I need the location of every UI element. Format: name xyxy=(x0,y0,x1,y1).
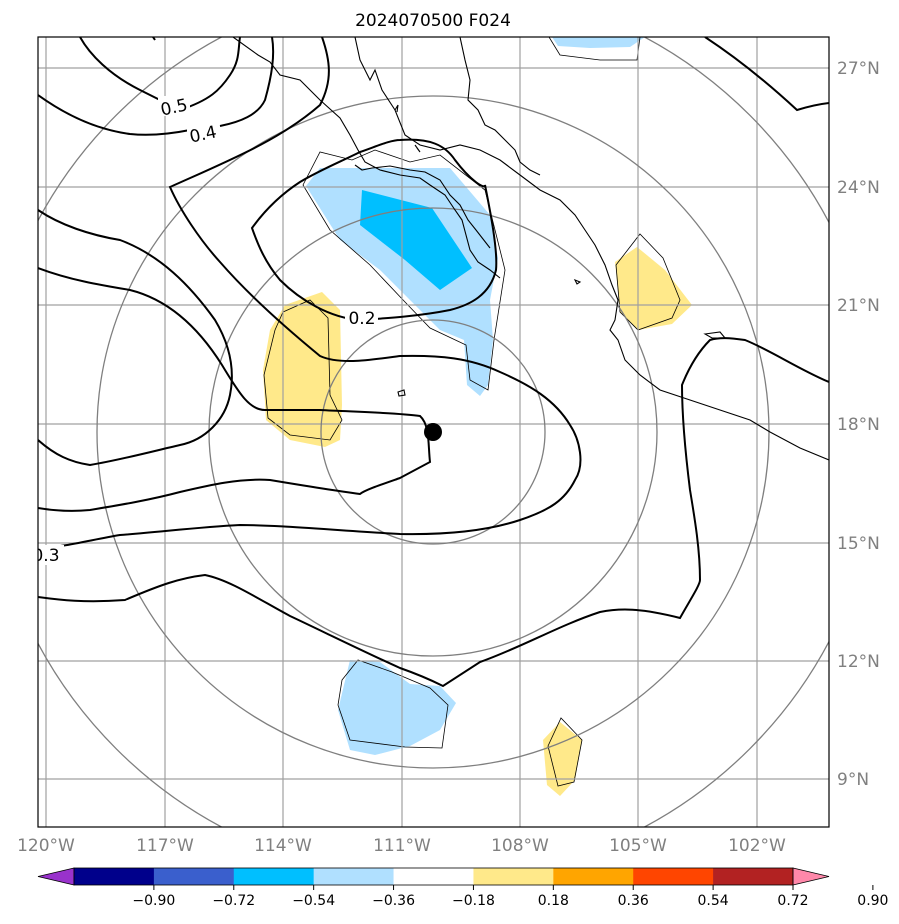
shading xyxy=(263,37,692,796)
colorbar-segment xyxy=(233,868,315,885)
contour-label-0-5: 0.5 xyxy=(159,95,190,120)
colorbar-segment xyxy=(393,868,474,885)
colorbar-outline xyxy=(73,867,794,886)
colorbar-tick-label: −0.54 xyxy=(292,893,335,909)
lat-label: 12°N xyxy=(837,652,880,672)
lon-label: 114°W xyxy=(254,836,312,856)
colorbar-tick-label: 0.18 xyxy=(538,893,569,909)
blue-shade-south xyxy=(338,660,456,755)
lon-label: 111°W xyxy=(373,836,431,856)
colorbar-tick-label: −0.36 xyxy=(372,893,415,909)
colorbar-extend-high xyxy=(792,867,830,886)
colorbar-extend-low xyxy=(37,867,75,886)
colorbar-tick-label: 0.72 xyxy=(777,893,808,909)
blue-shade-top xyxy=(552,37,645,48)
colorbar-tick-label: −0.18 xyxy=(452,893,495,909)
lat-label: 15°N xyxy=(837,534,880,554)
colorbar-segment xyxy=(633,868,714,885)
lon-label: 102°W xyxy=(728,836,786,856)
contour-label-group: 0.5 0.4 0.2 0.3 xyxy=(32,95,378,566)
colorbar-segment xyxy=(553,868,634,885)
lon-label: 117°W xyxy=(136,836,194,856)
colorbar-segment xyxy=(713,868,794,885)
map-frame xyxy=(37,36,830,828)
cyan-shade-gulf xyxy=(360,190,472,290)
colorbar-segment xyxy=(473,868,554,885)
colorbar-tick-label: 0.54 xyxy=(698,893,729,909)
storm-center-marker xyxy=(424,423,442,441)
colorbar-segment xyxy=(153,868,235,885)
colorbar-tick-label: 0.36 xyxy=(618,893,649,909)
colorbar-tick-label: 0.90 xyxy=(857,893,888,909)
longitude-labels: 120°W 117°W 114°W 111°W 108°W 105°W 102°… xyxy=(17,836,786,856)
colorbar-tick-label: −0.72 xyxy=(212,893,255,909)
contour-label-0-4: 0.4 xyxy=(188,122,219,147)
colorbar: −0.90 −0.72 −0.54 −0.36 −0.18 0.18 0.36 0.54 0.7… xyxy=(37,867,888,909)
map-area: 0.5 0.4 0.2 0.3 xyxy=(32,37,829,827)
lon-label: 108°W xyxy=(491,836,549,856)
lat-label: 18°N xyxy=(837,415,880,435)
lon-label: 120°W xyxy=(17,836,75,856)
lat-label: 9°N xyxy=(837,770,869,790)
colorbar-tick-label: −0.90 xyxy=(132,893,175,909)
lat-label: 27°N xyxy=(837,59,880,79)
lon-label: 105°W xyxy=(609,836,667,856)
latitude-labels: 27°N 24°N 21°N 18°N 15°N 12°N 9°N xyxy=(837,59,880,790)
colorbar-segment xyxy=(74,868,155,885)
contour-label-0-2: 0.2 xyxy=(348,309,375,329)
coastline xyxy=(232,37,829,461)
contour-label-0-3: 0.3 xyxy=(32,546,59,566)
colorbar-segment xyxy=(313,868,395,885)
map-title: 2024070500 F024 xyxy=(355,11,511,31)
lat-label: 24°N xyxy=(837,178,880,198)
main-contours xyxy=(38,37,829,688)
yellow-shade-south xyxy=(543,722,582,796)
yellow-shade-east xyxy=(615,247,692,330)
lat-label: 21°N xyxy=(837,296,880,316)
